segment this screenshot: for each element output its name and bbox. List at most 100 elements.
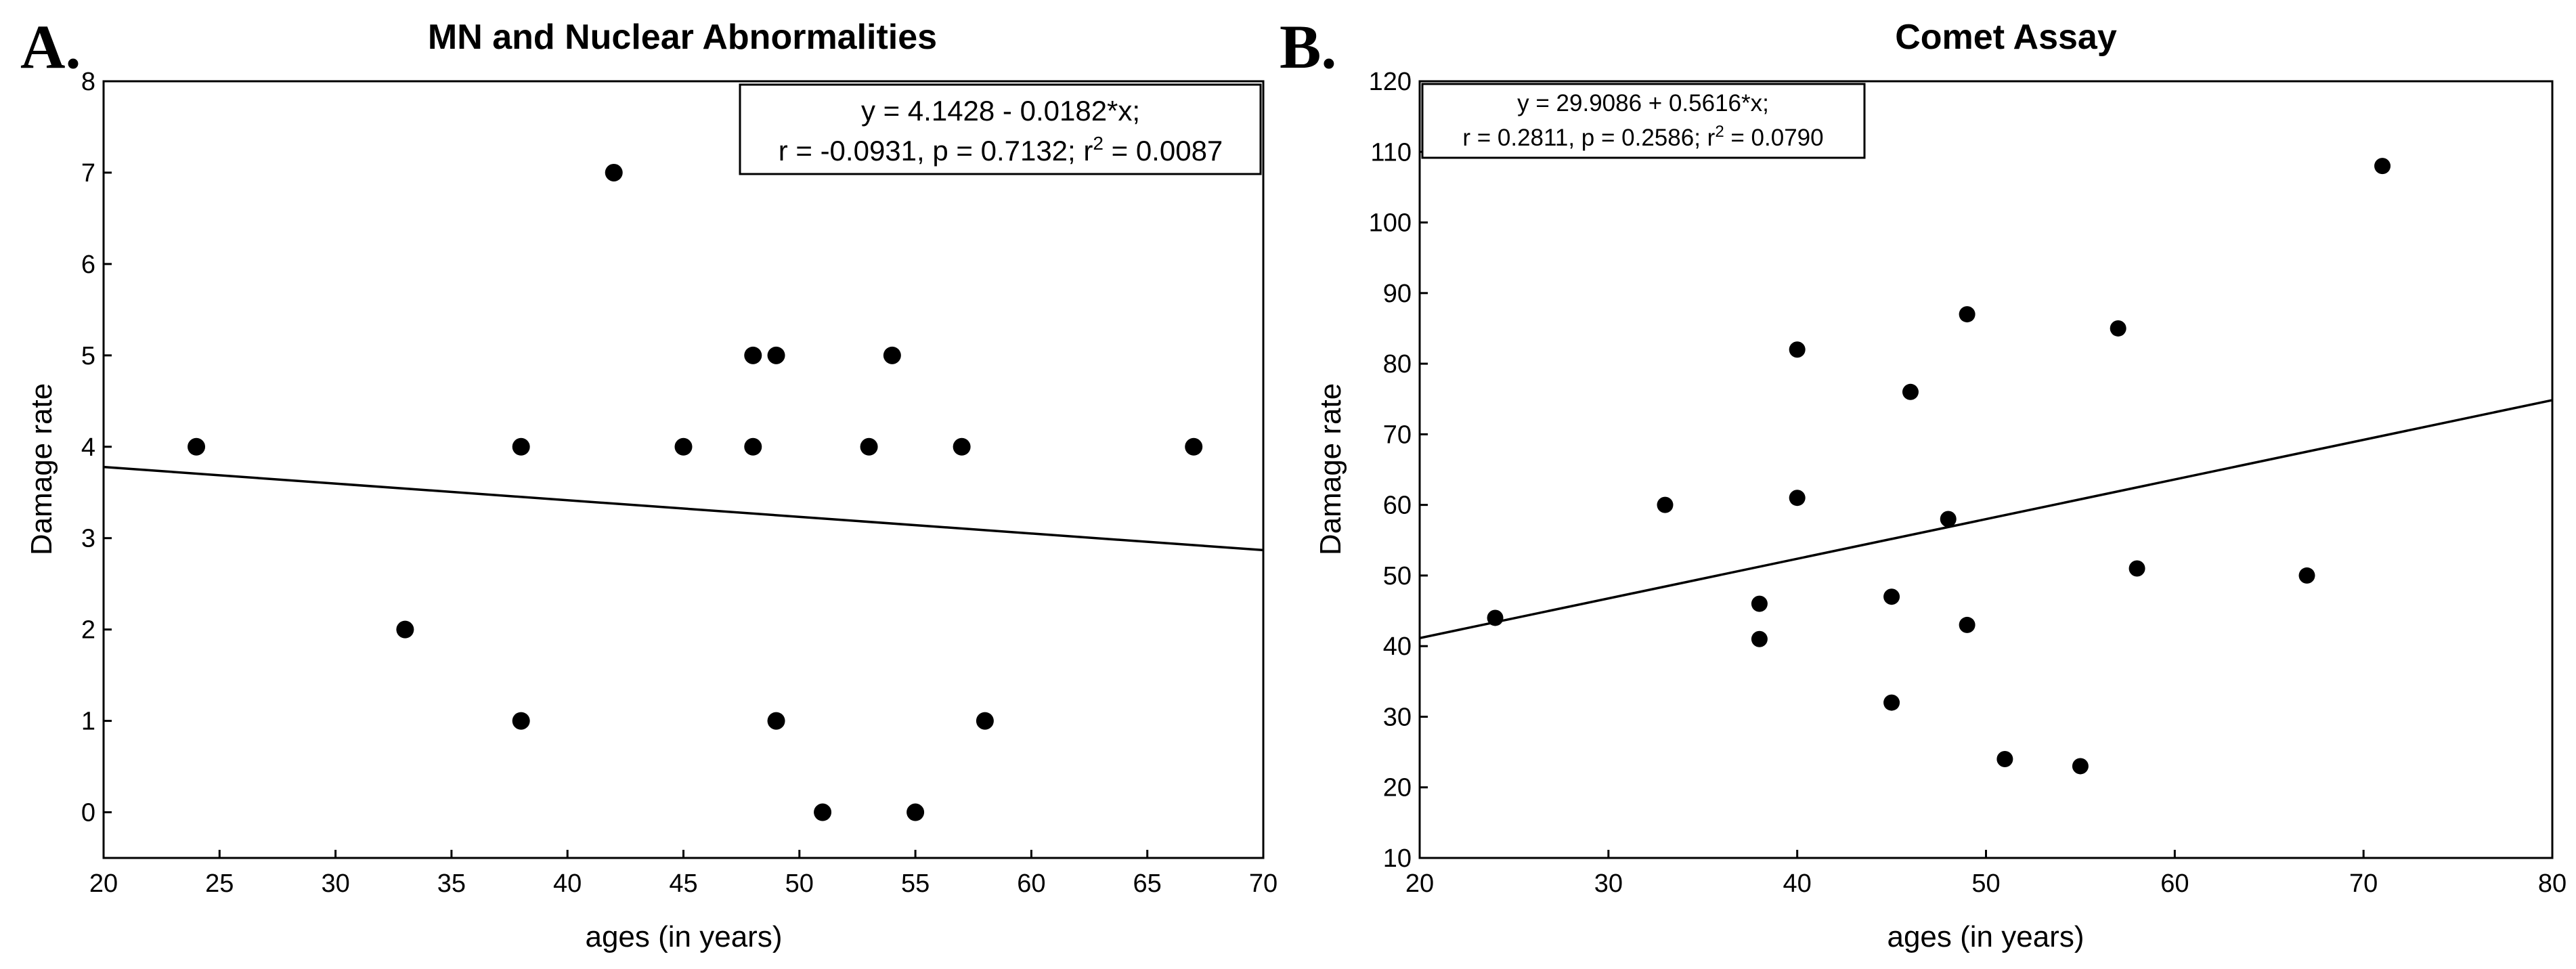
panel-a-data-point <box>1185 437 1203 456</box>
panel-a-xtick-label: 35 <box>437 869 466 898</box>
panel-a-stats: r = -0.0931, p = 0.7132; r2 = 0.0087 <box>779 133 1223 167</box>
panel-a-data-point <box>605 163 623 181</box>
panel-b-data-point <box>2298 567 2315 584</box>
panel-b-data-point <box>1657 496 1674 513</box>
panel-b-regression-line <box>1419 399 2553 640</box>
panel-a-data-point <box>907 803 925 821</box>
panel-a-data-point <box>744 437 762 456</box>
panel-b-data-point <box>1751 630 1768 647</box>
panel-a-ytick-label: 5 <box>81 342 95 370</box>
panel-b-xlabel: ages (in years) <box>1887 920 2084 953</box>
panel-b-data-point <box>2374 158 2391 175</box>
panel-a-xtick-label: 70 <box>1249 869 1278 898</box>
panel-b-data-point <box>1959 306 1975 323</box>
panel-a-data-point <box>188 437 206 456</box>
panel-b-data-point <box>1996 751 2013 768</box>
panel-b-ytick-label: 70 <box>1383 421 1412 449</box>
panel-a-xtick-label: 20 <box>89 869 118 898</box>
panel-a-data-point <box>767 346 785 364</box>
panel-b-ytick-label: 60 <box>1383 492 1412 520</box>
panel-b-ytick-label: 90 <box>1383 280 1412 308</box>
panel-a-regression-line <box>103 465 1264 552</box>
panel-a-data-point <box>512 712 530 730</box>
panel-b-annotation-box <box>1421 83 1866 159</box>
panel-a-data-point <box>976 712 994 730</box>
panel-a-annotation-box <box>739 83 1262 175</box>
panel-b-xtick-label: 50 <box>1971 869 2000 898</box>
panel-a-xtick-label: 65 <box>1133 869 1162 898</box>
panel-a-data-point <box>512 437 530 456</box>
panel-b-ytick-label: 10 <box>1383 844 1412 873</box>
panel-b-annotation: y = 29.9086 + 0.5616*x; r = 0.2811, p = … <box>1421 83 1866 159</box>
panel-a-data-point <box>396 620 414 639</box>
panel-b-stats-sup: 2 <box>1715 123 1724 141</box>
panel-b-data-point <box>1902 383 1919 400</box>
panel-a-ytick-label: 7 <box>81 159 95 188</box>
panel-a-xlabel: ages (in years) <box>585 920 782 953</box>
panel-a-data-point <box>814 803 832 821</box>
panel-a-ytick-label: 2 <box>81 616 95 645</box>
panel-a-plot-frame <box>102 80 1265 859</box>
panel-b-data-point <box>1940 511 1957 527</box>
panel-b-xtick-label: 20 <box>1405 869 1434 898</box>
panel-b-ylabel: Damage rate <box>1314 383 1347 555</box>
panel-b-ytick-label: 50 <box>1383 562 1412 590</box>
panel-b-xtick-label: 80 <box>2538 869 2567 898</box>
panel-b-title: Comet Assay <box>1895 18 2117 57</box>
panel-b-data-point <box>2072 758 2089 775</box>
panel-b-ytick-label: 110 <box>1370 138 1412 167</box>
panel-a-points <box>188 163 1203 821</box>
panel-b-ytick-label: 20 <box>1383 774 1412 802</box>
panel-a-data-point <box>860 437 878 456</box>
panel-a-xtick-label: 45 <box>669 869 697 898</box>
panel-b-regression <box>1419 399 2553 640</box>
panel-a-ytick-label: 3 <box>81 525 95 553</box>
panel-a-annotation: y = 4.1428 - 0.0182*x; r = -0.0931, p = … <box>739 83 1262 175</box>
panel-a-stats-text: r = -0.0931, p = 0.7132; r <box>779 135 1093 167</box>
panel-b-data-point <box>2110 320 2126 337</box>
panel-b-ytick-label: 100 <box>1369 209 1412 238</box>
panel-b-label: B. <box>1280 12 1336 81</box>
panel-b-data-point <box>1959 616 1975 633</box>
panel-a-equation: y = 4.1428 - 0.0182*x; <box>861 95 1140 127</box>
panel-a-xtick-label: 50 <box>785 869 814 898</box>
panel-b-ticks: 20 30 40 50 60 70 8010203040506070809010011012… <box>1369 68 2567 898</box>
panel-a-ytick-label: 4 <box>81 433 95 462</box>
panel-a-stats-sup: 2 <box>1093 133 1104 154</box>
panel-a-ytick-label: 0 <box>81 799 95 827</box>
panel-a-xtick-label: 55 <box>901 869 930 898</box>
panel-a-title: MN and Nuclear Abnormalities <box>428 18 937 57</box>
panel-a-ytick-label: 8 <box>81 68 95 96</box>
panel-b-data-point <box>1487 609 1504 626</box>
panel-b-data-point <box>1751 595 1768 612</box>
panel-a-label: A. <box>20 12 81 81</box>
panel-a-xtick-label: 40 <box>553 869 582 898</box>
panel-b-xtick-label: 70 <box>2349 869 2378 898</box>
panel-b-xtick-label: 60 <box>2160 869 2189 898</box>
panel-b-data-point <box>2129 560 2145 577</box>
panel-b-data-point <box>1883 588 1900 605</box>
panel-a-ytick-label: 6 <box>81 251 95 279</box>
panel-a-data-point <box>744 346 762 364</box>
panel-b-plot-frame <box>1418 80 2554 859</box>
panel-a-data-point <box>883 346 901 364</box>
panel-a-data-point <box>674 437 693 456</box>
panel-a-xtick-label: 60 <box>1017 869 1045 898</box>
panel-b-data-point <box>1789 490 1806 507</box>
panel-a-xtick-label: 25 <box>205 869 234 898</box>
panel-a-ytick-label: 1 <box>81 708 95 736</box>
panel-a-stats-end: = 0.0087 <box>1104 135 1223 167</box>
panel-b-data-point <box>1789 341 1806 358</box>
panel-a-regression <box>103 465 1264 552</box>
panel-b-ytick-label: 40 <box>1383 632 1412 661</box>
panel-a-xtick-label: 30 <box>321 869 349 898</box>
panel-b-equation: y = 29.9086 + 0.5616*x; <box>1517 90 1769 116</box>
panel-b-stats-end: = 0.0790 <box>1724 125 1824 151</box>
panel-b-data-point <box>1883 694 1900 711</box>
panel-b-stats: r = 0.2811, p = 0.2586; r2 = 0.0790 <box>1462 123 1823 151</box>
panel-b-ytick-label: 80 <box>1383 350 1412 379</box>
panel-a-ylabel: Damage rate <box>25 383 58 555</box>
panel-b-xtick-label: 30 <box>1594 869 1623 898</box>
